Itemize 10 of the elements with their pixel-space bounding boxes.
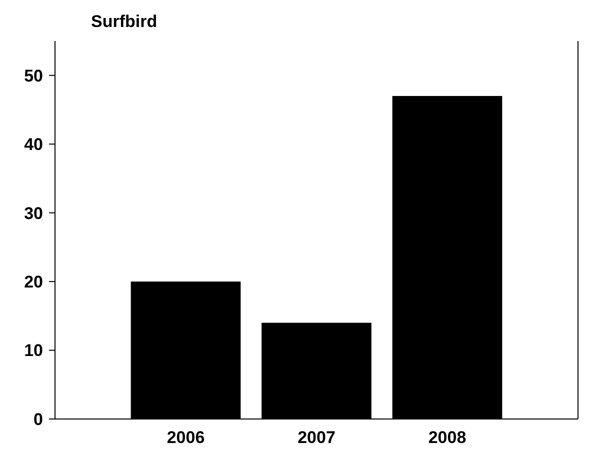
- y-tick-label: 20: [24, 272, 43, 292]
- y-tick-label: 0: [34, 410, 43, 429]
- x-tick-label: 2006: [166, 428, 205, 447]
- x-tick-label: 2008: [428, 428, 466, 447]
- y-tick-label: 10: [24, 341, 43, 360]
- chart-title: Surfbird: [91, 12, 158, 31]
- x-tick-label: 2007: [298, 428, 336, 447]
- y-tick-label: 50: [24, 66, 43, 86]
- y-tick-label: 30: [24, 204, 43, 223]
- y-tick-label: 40: [24, 135, 43, 154]
